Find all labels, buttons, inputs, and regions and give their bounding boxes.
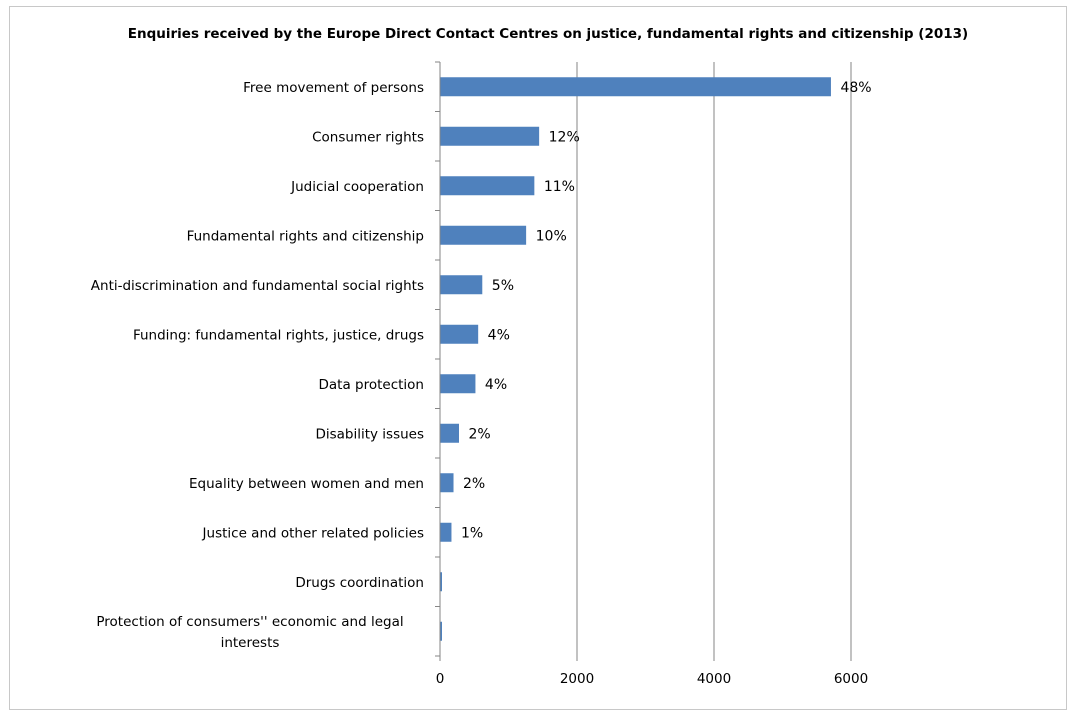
bar: [440, 621, 442, 641]
data-label: 10%: [536, 228, 567, 244]
category-label: Consumer rights: [312, 129, 424, 145]
data-label: 4%: [485, 377, 507, 393]
bar: [440, 275, 483, 295]
data-label: 48%: [840, 80, 871, 96]
category-label: Equality between women and men: [189, 476, 424, 492]
bar: [440, 176, 535, 196]
category-label: Anti-discrimination and fundamental soci…: [91, 278, 424, 294]
bar: [440, 374, 476, 394]
bar: [440, 522, 452, 542]
data-label: 2%: [463, 476, 485, 492]
category-label: Data protection: [319, 377, 425, 393]
bar: [440, 126, 540, 146]
bar: [440, 324, 479, 344]
x-tick-label: 0: [436, 671, 445, 687]
data-label: 4%: [488, 327, 510, 343]
bar: [440, 77, 831, 97]
bar: [440, 225, 527, 245]
category-label: Judicial cooperation: [290, 179, 424, 195]
category-label: Free movement of persons: [243, 80, 424, 96]
bar: [440, 423, 459, 443]
data-label: 5%: [492, 278, 514, 294]
data-label: 1%: [461, 525, 483, 541]
category-label: Protection of consumers'' economic and l…: [96, 614, 403, 630]
chart-frame: [9, 6, 1067, 710]
category-label: Funding: fundamental rights, justice, dr…: [133, 327, 424, 343]
bar: [440, 572, 442, 592]
x-tick-label: 6000: [834, 671, 868, 687]
category-label: interests: [221, 635, 280, 651]
x-tick-label: 2000: [560, 671, 594, 687]
category-label: Disability issues: [315, 426, 424, 442]
data-label: 11%: [544, 179, 575, 195]
category-label: Drugs coordination: [295, 575, 424, 591]
chart-title: Enquiries received by the Europe Direct …: [127, 26, 969, 42]
data-label: 2%: [468, 426, 490, 442]
category-label: Fundamental rights and citizenship: [187, 228, 424, 244]
data-label: 12%: [549, 129, 580, 145]
bar: [440, 473, 454, 493]
category-label: Justice and other related policies: [202, 525, 424, 541]
x-tick-label: 4000: [697, 671, 731, 687]
